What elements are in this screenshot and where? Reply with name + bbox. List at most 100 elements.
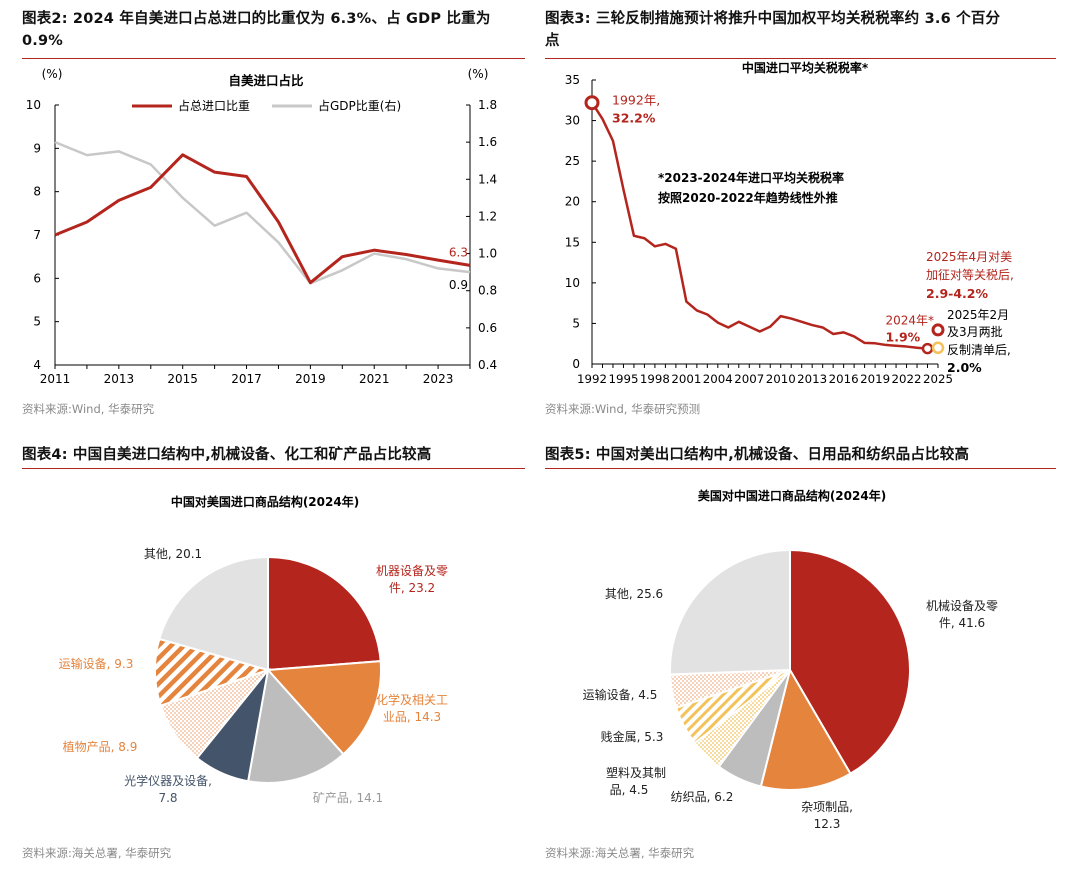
fig2-left-tick-label: 10 xyxy=(26,98,41,112)
fig2-x-tick-label: 2021 xyxy=(359,372,390,386)
fig2-x-tick-label: 2019 xyxy=(295,372,326,386)
fig3-x-tick-label: 2001 xyxy=(671,372,701,386)
fig4-slice-label-5-line1: 植物产品, 8.9 xyxy=(63,739,138,754)
fig5-slice-label-5-line1: 贱金属, 5.3 xyxy=(601,729,664,744)
fig5-source: 资料来源:海关总署, 华泰研究 xyxy=(545,846,695,860)
fig2-x-tick-label: 2013 xyxy=(104,372,135,386)
fig3-label-2025-feb-line3: 反制清单后, xyxy=(947,343,1011,357)
fig3-label-2024-line2: 1.9% xyxy=(886,330,921,345)
fig4-slice-label-4-line2: 7.8 xyxy=(158,791,177,805)
fig3-label-2025-april-line1: 2025年4月对美 xyxy=(926,250,1012,264)
fig4-slice-7 xyxy=(158,555,269,672)
fig3-label-2025-april-line2: 加征对等关税后, xyxy=(926,268,1014,282)
fig5-slice-label-1-line2: 件, 41.6 xyxy=(939,616,985,630)
fig3-label-2025-feb-line1: 2025年2月 xyxy=(947,308,1009,322)
fig2-left-tick-label: 4 xyxy=(33,358,41,372)
fig4-slice-label-1-line1: 机器设备及零 xyxy=(376,564,448,578)
fig4-slice-3 xyxy=(246,667,345,784)
fig3-title-line2: 点 xyxy=(545,33,560,49)
fig2-left-tick-label: 6 xyxy=(33,271,41,285)
fig3-label-2025-feb-line2: 及3月两批 xyxy=(947,324,1003,339)
fig2-source: 资料来源:Wind, 华泰研究 xyxy=(22,402,155,416)
fig2-left-tick-label: 7 xyxy=(33,228,41,242)
fig3-y-tick-label: 10 xyxy=(565,276,580,290)
fig5-slice-label-4-line1: 塑料及其制 xyxy=(606,765,666,780)
fig2-right-axis-unit: (%) xyxy=(468,67,489,81)
fig2-right-tick-label: 1.2 xyxy=(478,209,497,223)
fig5-title: 图表5: 中国对美出口结构中,机械设备、日用品和纺织品占比较高 xyxy=(545,447,970,463)
fig2-end-label-total: 6.3 xyxy=(449,245,468,259)
fig2-right-tick-label: 0.4 xyxy=(478,358,497,372)
fig3-line-chart: 中国进口平均关税税率* *2023-2024年进口平均关税税率 按照2020-2… xyxy=(565,60,1014,386)
fig5-slice-label-2-line1: 杂项制品, xyxy=(801,800,853,814)
fig4-chart-title: 中国对美国进口商品结构(2024年) xyxy=(171,494,359,509)
fig4-slice-label-4-line1: 光学仪器及设备, xyxy=(124,773,212,788)
fig3-y-tick-label: 0 xyxy=(572,357,580,371)
fig2-title-line1: 图表2: 2024 年自美进口占总进口的比重仅为 6.3%、占 GDP 比重为 xyxy=(22,11,491,27)
fig3-x-tick-label: 2025 xyxy=(923,372,953,386)
fig3-x-tick-label: 2013 xyxy=(797,372,827,386)
fig3-marker-1992 xyxy=(584,95,600,111)
fig3-marker-2024 xyxy=(921,342,934,355)
fig3-marker-2025-april xyxy=(931,323,945,337)
fig3-chart-title: 中国进口平均关税税率* xyxy=(742,60,869,75)
fig3-x-tick-label: 1998 xyxy=(640,372,670,386)
fig4-slice-label-2-line1: 化学及相关工 xyxy=(376,692,448,707)
fig3-x-tick-label: 2022 xyxy=(892,372,922,386)
fig3-y-tick-label: 5 xyxy=(572,316,580,330)
fig5-slice-7 xyxy=(669,548,791,676)
fig2-chart-title: 自美进口占比 xyxy=(228,73,304,88)
fig3-label-1992-line1: 1992年, xyxy=(612,93,660,108)
fig4-source: 资料来源:海关总署, 华泰研究 xyxy=(22,846,172,860)
fig2-left-tick-label: 9 xyxy=(33,141,41,155)
fig3-x-tick-label: 2019 xyxy=(860,372,890,386)
fig2-x-tick-label: 2017 xyxy=(231,372,262,386)
fig3-note-line1: *2023-2024年进口平均关税税率 xyxy=(658,170,844,185)
fig5-slice-label-7-line1: 其他, 25.6 xyxy=(605,587,663,601)
fig5-slice-label-3-line1: 纺织品, 6.2 xyxy=(671,790,734,804)
fig3-x-tick-label: 2016 xyxy=(829,372,859,386)
fig2-right-tick-label: 1.8 xyxy=(478,98,497,112)
fig4-slice-1 xyxy=(267,555,382,672)
fig3-title-rule xyxy=(545,58,1056,59)
fig4-title: 图表4: 中国自美进口结构中,机械设备、化工和矿产品占比较高 xyxy=(22,447,432,463)
fig2-series-gdp-line xyxy=(54,140,471,285)
fig2-series-total-line xyxy=(54,153,471,285)
fig3-y-tick-label: 15 xyxy=(565,235,580,249)
fig2-right-tick-label: 1.6 xyxy=(478,135,497,149)
fig3-x-tick-label: 2004 xyxy=(703,372,733,386)
fig3-y-tick-label: 35 xyxy=(565,73,580,87)
fig2-left-axis-unit: (%) xyxy=(42,67,63,81)
fig2-legend-label-total: 占总进口比重 xyxy=(178,98,250,113)
fig2-left-tick-label: 8 xyxy=(33,185,41,199)
fig3-x-tick-label: 1995 xyxy=(608,372,638,386)
fig4-slice-label-3-line1: 矿产品, 14.1 xyxy=(313,791,383,805)
fig2-line-chart: (%) (%) 自美进口占比 占总进口比重 占GDP比重(右) 4 5 6 7 8 9 10… xyxy=(26,67,497,386)
fig2-title-line2: 0.9% xyxy=(22,33,64,49)
fig4-slice-label-1-line2: 件, 23.2 xyxy=(389,581,435,595)
fig2-right-tick-label: 1.4 xyxy=(478,172,497,186)
fig3-tariff-line xyxy=(590,102,928,350)
fig2-end-label-gdp: 0.9 xyxy=(449,278,468,292)
fig2-x-tick-label: 2015 xyxy=(167,372,198,386)
fig2-x-tick-label: 2023 xyxy=(423,372,454,386)
fig3-x-tick-label: 1992 xyxy=(577,372,607,386)
fig3-y-tick-label: 30 xyxy=(565,114,580,128)
fig3-title: 图表3: 三轮反制措施预计将推升中国加权平均关税税率约 3.6 个百分 点 xyxy=(545,8,1055,52)
fig5-slice-label-1-line1: 机械设备及零 xyxy=(926,598,998,613)
fig5-slice-label-6-line1: 运输设备, 4.5 xyxy=(583,687,658,702)
fig3-x-tick-label: 2007 xyxy=(734,372,764,386)
fig3-label-2025-april-line3: 2.9-4.2% xyxy=(926,286,988,301)
fig4-slice-2 xyxy=(265,660,382,756)
fig2-right-tick-label: 0.6 xyxy=(478,321,497,335)
fig2-right-tick-label: 0.8 xyxy=(478,284,497,298)
fig3-source: 资料来源:Wind, 华泰研究预测 xyxy=(545,402,701,416)
fig2-x-tick-label: 2011 xyxy=(40,372,71,386)
fig4-slice-label-6-line1: 运输设备, 9.3 xyxy=(59,656,134,671)
fig3-marker-2025-feb-mar xyxy=(931,341,945,355)
fig3-note-line2: 按照2020-2022年趋势线性外推 xyxy=(658,190,838,205)
fig2-left-tick-label: 5 xyxy=(33,315,41,329)
fig2-right-tick-label: 1.0 xyxy=(478,247,497,261)
